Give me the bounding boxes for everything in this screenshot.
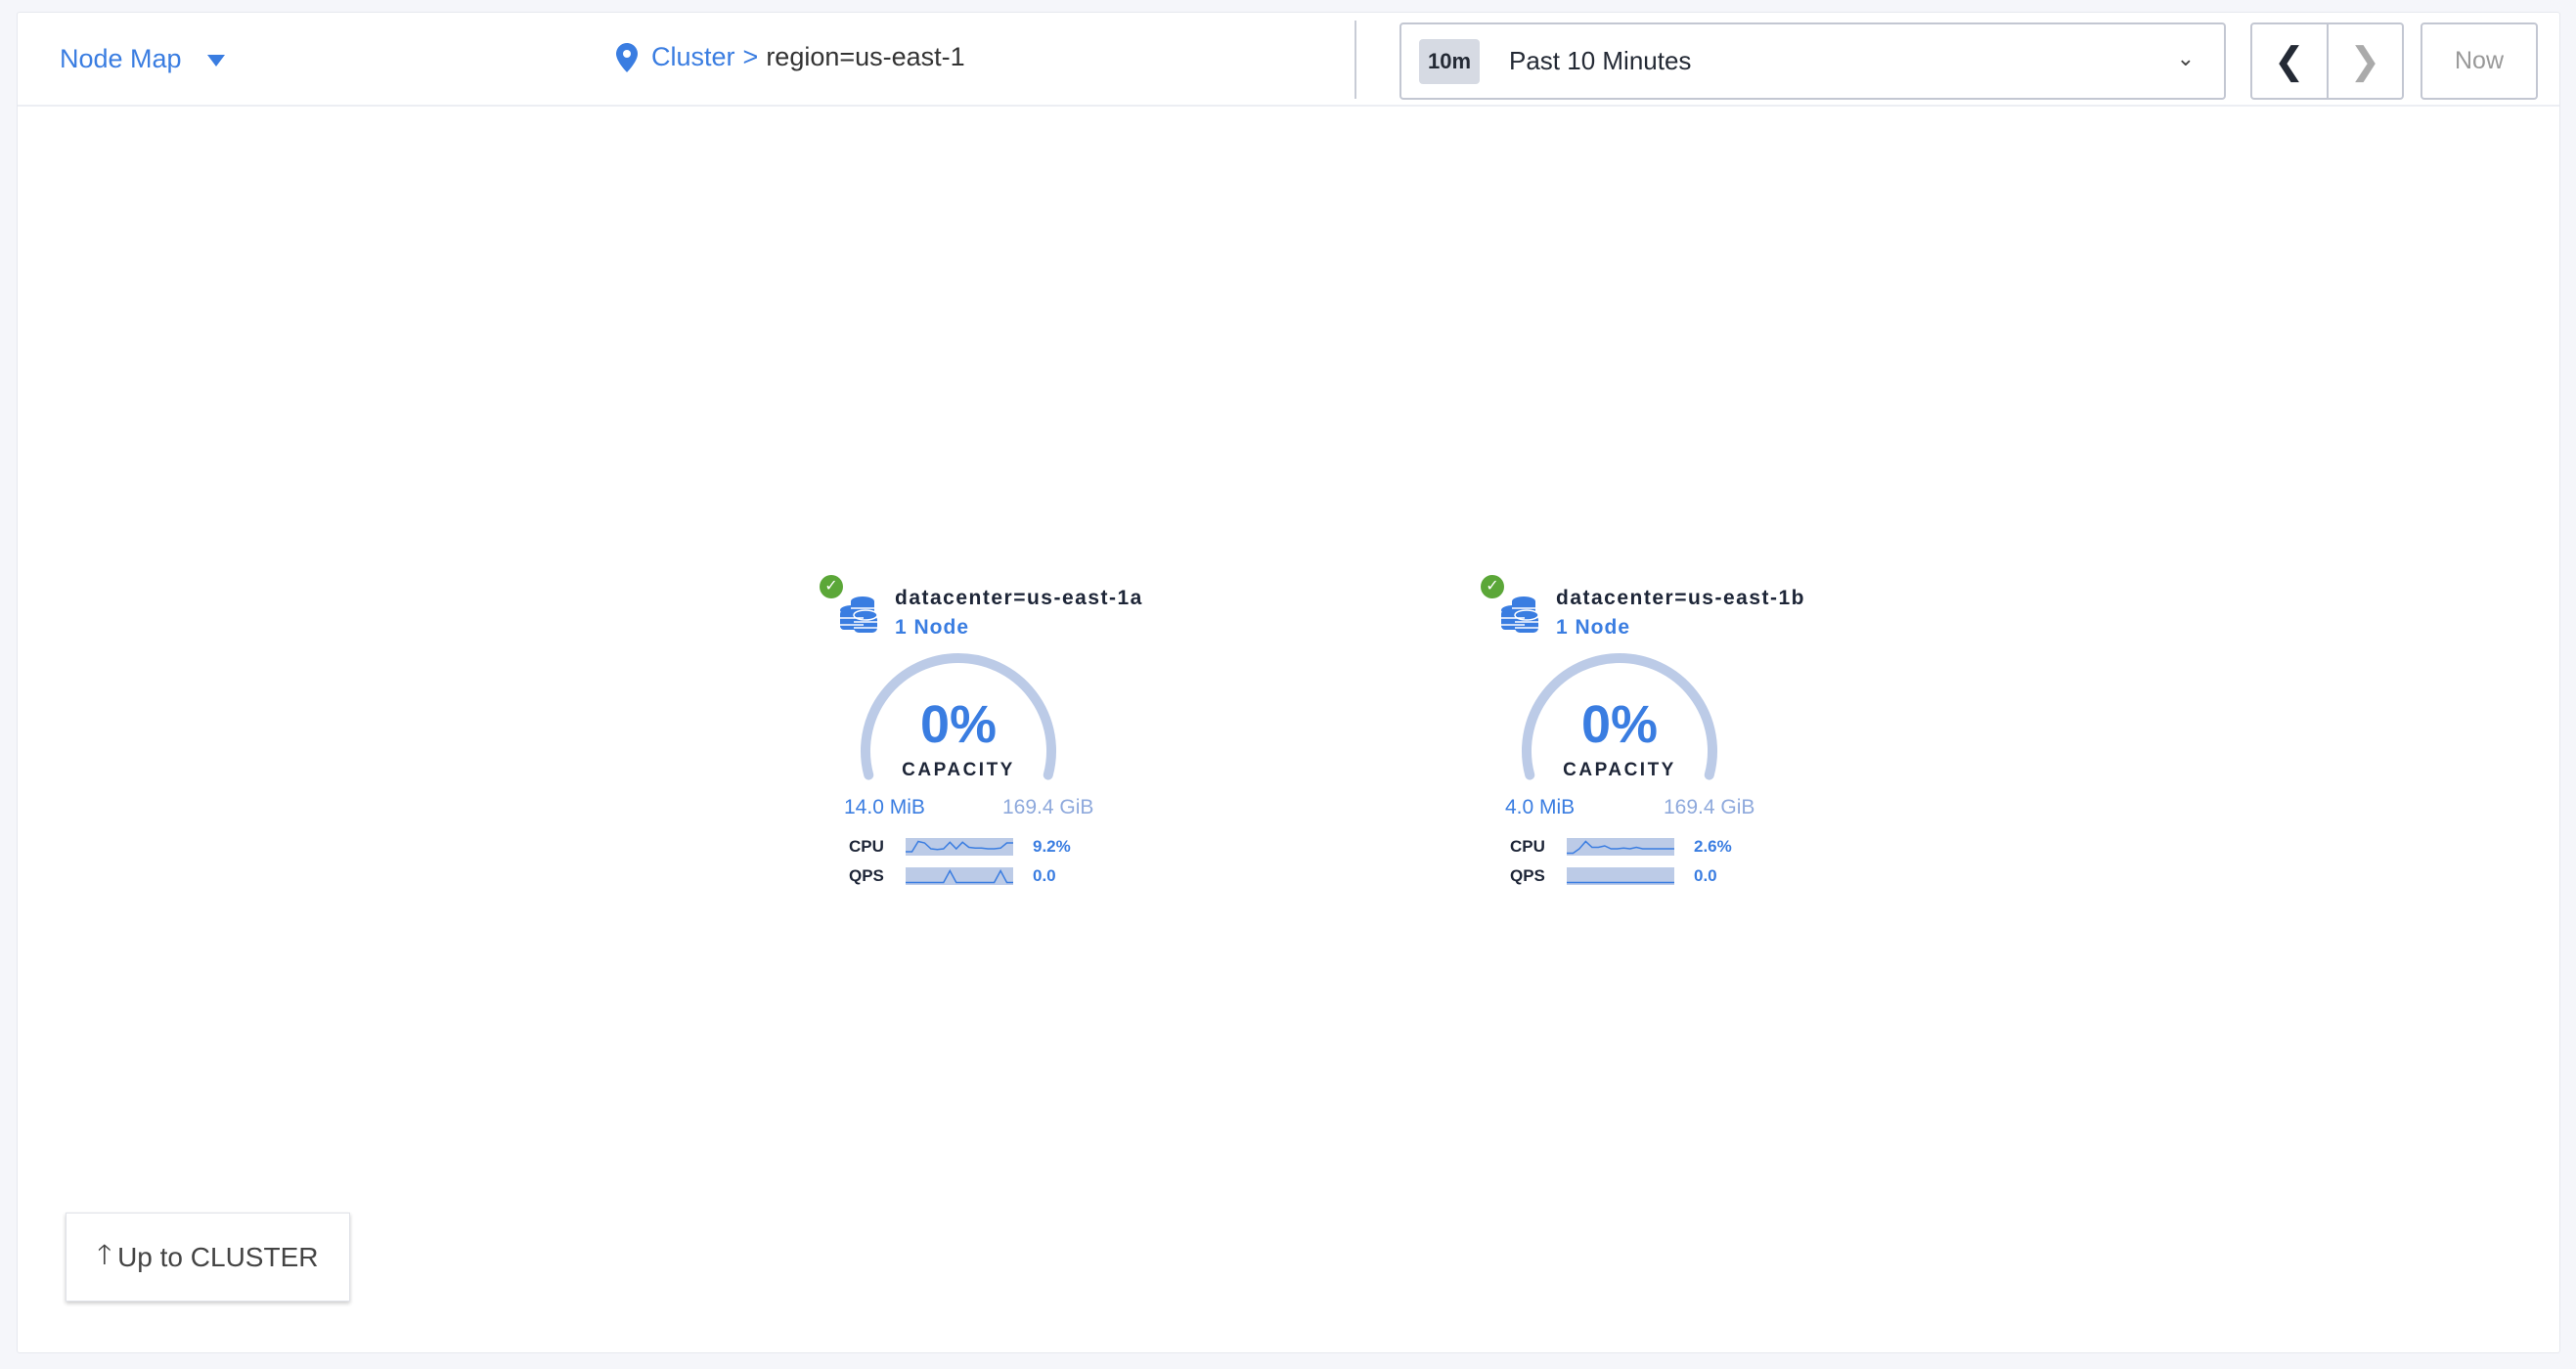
time-range-badge: 10m bbox=[1419, 39, 1480, 84]
cpu-value: 2.6% bbox=[1694, 837, 1732, 856]
up-to-cluster-button[interactable]: 🡑 Up to CLUSTER bbox=[66, 1213, 350, 1302]
arrow-up-icon: 🡑 bbox=[97, 1238, 112, 1269]
divider bbox=[1355, 21, 1356, 99]
locality-name[interactable]: datacenter=us-east-1b bbox=[1556, 587, 1806, 609]
qps-label: QPS bbox=[1510, 866, 1545, 885]
capacity-gauge bbox=[1522, 653, 1717, 780]
cpu-metric-row: CPU 9.2% bbox=[849, 837, 1142, 857]
locality-card[interactable]: ✓ datacenter=us-east-1a 1 Node 0% CAPACI… bbox=[820, 575, 1191, 898]
time-range-label: Past 10 Minutes bbox=[1509, 46, 1692, 75]
locality-card[interactable]: ✓ datacenter=us-east-1b 1 Node 0% CAPACI… bbox=[1481, 575, 1852, 898]
chevron-left-icon: ❮ bbox=[2273, 41, 2305, 82]
caret-down-icon bbox=[206, 54, 225, 66]
database-icon bbox=[840, 596, 878, 633]
database-icon bbox=[1501, 596, 1539, 633]
node-count: 1 Node bbox=[895, 616, 970, 639]
main-panel: Node Map Cluster > region=us-east-1 10m … bbox=[17, 12, 2560, 1353]
time-range-select[interactable]: 10m Past 10 Minutes ⌄ bbox=[1399, 22, 2226, 100]
locality-name[interactable]: datacenter=us-east-1a bbox=[895, 587, 1143, 609]
now-button[interactable]: Now bbox=[2421, 22, 2538, 100]
qps-sparkline bbox=[1567, 867, 1674, 885]
view-selector-label: Node Map bbox=[60, 44, 182, 73]
cpu-label: CPU bbox=[1510, 837, 1545, 856]
breadcrumb: Cluster > region=us-east-1 bbox=[616, 42, 965, 72]
capacity-label: CAPACITY bbox=[902, 760, 1015, 780]
qps-label: QPS bbox=[849, 866, 884, 885]
total-capacity: 169.4 GiB bbox=[1002, 796, 1094, 818]
used-capacity: 4.0 MiB bbox=[1505, 796, 1576, 818]
healthy-check-icon: ✓ bbox=[820, 575, 843, 598]
map-pin-icon bbox=[616, 42, 638, 72]
breadcrumb-current: region=us-east-1 bbox=[766, 42, 965, 71]
qps-metric-row: QPS 0.0 bbox=[1510, 866, 1803, 886]
next-time-button[interactable]: ❯ bbox=[2329, 24, 2403, 98]
top-bar: Node Map Cluster > region=us-east-1 10m … bbox=[18, 13, 2559, 107]
cpu-label: CPU bbox=[849, 837, 884, 856]
chevron-down-icon: ⌄ bbox=[2176, 46, 2195, 70]
qps-value: 0.0 bbox=[1694, 866, 1717, 885]
capacity-percent: 0% bbox=[919, 695, 998, 754]
cpu-value: 9.2% bbox=[1033, 837, 1071, 856]
cpu-sparkline bbox=[906, 838, 1013, 856]
capacity-label: CAPACITY bbox=[1563, 760, 1676, 780]
cpu-sparkline bbox=[1567, 838, 1674, 856]
up-to-cluster-label: Up to CLUSTER bbox=[117, 1241, 319, 1272]
time-nav: ❮ ❯ bbox=[2250, 22, 2404, 100]
node-count: 1 Node bbox=[1556, 616, 1631, 639]
cpu-metric-row: CPU 2.6% bbox=[1510, 837, 1803, 857]
view-selector-dropdown[interactable]: Node Map bbox=[60, 44, 225, 74]
qps-value: 0.0 bbox=[1033, 866, 1056, 885]
qps-metric-row: QPS 0.0 bbox=[849, 866, 1142, 886]
capacity-percent: 0% bbox=[1580, 695, 1659, 754]
total-capacity: 169.4 GiB bbox=[1664, 796, 1755, 818]
healthy-check-icon: ✓ bbox=[1481, 575, 1504, 598]
capacity-gauge bbox=[861, 653, 1056, 780]
breadcrumb-separator: > bbox=[742, 42, 759, 71]
previous-time-button[interactable]: ❮ bbox=[2252, 24, 2329, 98]
chevron-right-icon: ❯ bbox=[2349, 41, 2381, 82]
breadcrumb-cluster-link[interactable]: Cluster bbox=[651, 42, 735, 71]
qps-sparkline bbox=[906, 867, 1013, 885]
used-capacity: 14.0 MiB bbox=[844, 796, 925, 818]
